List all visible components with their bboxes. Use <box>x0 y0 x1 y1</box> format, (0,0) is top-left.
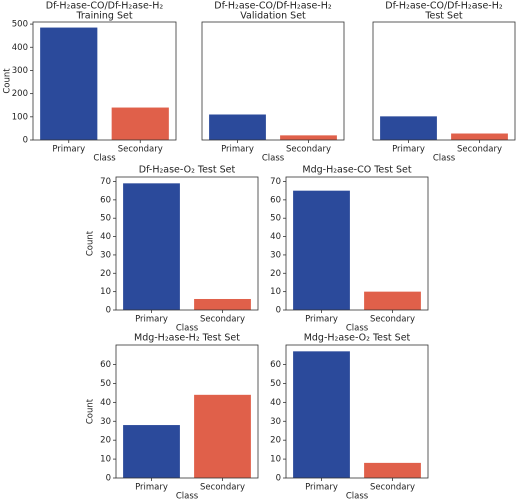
y-tick-label: 20 <box>270 269 281 279</box>
axes-frame <box>285 176 429 311</box>
axes-frame <box>115 176 259 311</box>
x-tick-label: Primary <box>52 145 85 155</box>
y-tick-label: 40 <box>270 232 281 242</box>
bar <box>40 27 98 140</box>
y-tick-label: 100 <box>12 112 28 122</box>
y-tick-label: 10 <box>100 455 111 465</box>
chart-title: Mdg-H₂ase-CO Test Set <box>302 165 411 176</box>
x-tick-label: Secondary <box>118 145 163 155</box>
x-axis-label: Class <box>176 324 199 334</box>
chart-subtitle: Test Set <box>424 11 463 22</box>
chart-title: Mdg-H₂ase-O₂ Test Set <box>304 333 411 344</box>
x-tick-label: Primary <box>135 315 168 325</box>
y-tick-label: 30 <box>270 250 281 260</box>
chart-title: Df-H₂ase-CO/Df-H₂ase-H₂ <box>385 1 503 12</box>
bar <box>111 107 169 140</box>
chart-subtitle: Validation Set <box>240 11 306 22</box>
y-axis-label: Count <box>86 398 96 424</box>
y-tick-label: 20 <box>270 436 281 446</box>
y-tick-label: 0 <box>106 474 111 484</box>
y-tick-label: 70 <box>270 177 281 187</box>
bar <box>380 116 437 140</box>
y-tick-label: 30 <box>100 417 111 427</box>
y-tick-label: 400 <box>12 43 28 53</box>
x-tick-label: Secondary <box>200 483 245 493</box>
x-axis-label: Class <box>93 154 116 164</box>
y-tick-label: 0 <box>23 136 28 146</box>
chart-title: Mdg-H₂ase-H₂ Test Set <box>134 333 240 344</box>
y-tick-label: 0 <box>106 306 111 316</box>
bar <box>123 183 180 310</box>
y-tick-label: 0 <box>276 306 281 316</box>
x-tick-label: Primary <box>392 145 425 155</box>
y-tick-label: 20 <box>100 436 111 446</box>
bar <box>293 190 350 310</box>
x-tick-label: Secondary <box>370 315 415 325</box>
y-axis-label: Count <box>86 230 96 256</box>
y-tick-label: 10 <box>100 287 111 297</box>
chart-title: Df-H₂ase-CO/Df-H₂ase-H₂ <box>46 1 164 12</box>
x-axis-label: Class <box>346 492 369 501</box>
axes-frame <box>285 344 429 479</box>
y-tick-label: 0 <box>276 474 281 484</box>
x-axis-label: Class <box>346 324 369 334</box>
x-tick-label: Secondary <box>370 483 415 493</box>
x-axis-label: Class <box>433 154 456 164</box>
bar <box>280 135 337 140</box>
y-tick-label: 30 <box>270 417 281 427</box>
y-tick-label: 500 <box>12 20 28 30</box>
x-tick-label: Secondary <box>200 315 245 325</box>
y-tick-label: 50 <box>100 214 111 224</box>
y-tick-label: 60 <box>100 195 111 205</box>
x-tick-label: Secondary <box>286 145 331 155</box>
bar <box>364 291 421 310</box>
x-axis-label: Class <box>262 154 285 164</box>
x-axis-label: Class <box>176 492 199 501</box>
y-tick-label: 40 <box>270 398 281 408</box>
bar <box>451 133 508 140</box>
y-tick-label: 40 <box>100 398 111 408</box>
bar <box>209 114 266 140</box>
axes-frame <box>32 21 177 141</box>
axes-frame <box>372 21 516 141</box>
bar <box>194 298 251 310</box>
x-tick-label: Primary <box>305 315 338 325</box>
bar <box>194 394 251 478</box>
x-tick-label: Primary <box>221 145 254 155</box>
y-tick-label: 60 <box>270 195 281 205</box>
y-tick-label: 10 <box>270 287 281 297</box>
y-tick-label: 40 <box>100 232 111 242</box>
y-axis-label: Count <box>3 68 13 94</box>
y-tick-label: 50 <box>270 379 281 389</box>
chart-title: Df-H₂ase-CO/Df-H₂ase-H₂ <box>214 1 332 12</box>
chart-title: Df-H₂ase-O₂ Test Set <box>139 165 236 176</box>
bar <box>123 425 180 478</box>
y-tick-label: 60 <box>270 360 281 370</box>
y-tick-label: 200 <box>12 89 28 99</box>
bar <box>293 351 350 478</box>
x-tick-label: Primary <box>305 483 338 493</box>
y-tick-label: 50 <box>270 214 281 224</box>
axes-frame <box>115 344 259 479</box>
x-tick-label: Secondary <box>457 145 502 155</box>
y-tick-label: 60 <box>100 360 111 370</box>
y-tick-label: 300 <box>12 66 28 76</box>
y-tick-label: 20 <box>100 269 111 279</box>
x-tick-label: Primary <box>135 483 168 493</box>
bar <box>364 462 421 478</box>
y-tick-label: 70 <box>100 177 111 187</box>
y-tick-label: 30 <box>100 250 111 260</box>
axes-frame <box>201 21 345 141</box>
chart-subtitle: Training Set <box>75 11 132 22</box>
y-tick-label: 50 <box>100 379 111 389</box>
y-tick-label: 10 <box>270 455 281 465</box>
